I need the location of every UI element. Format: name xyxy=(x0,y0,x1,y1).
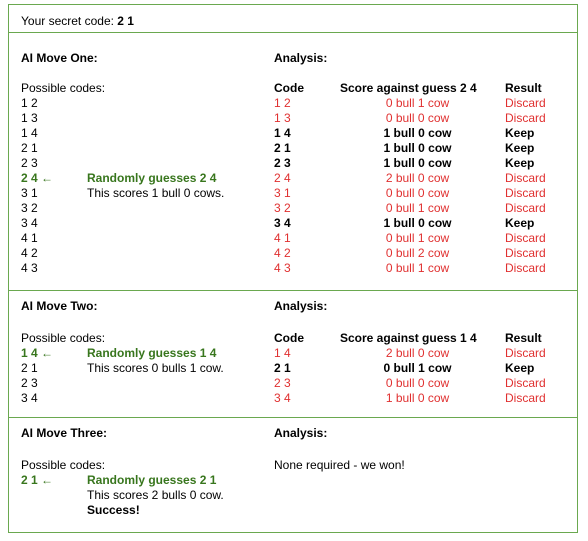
possible-code: 1 2 xyxy=(21,96,38,110)
secret-code-value: 2 1 xyxy=(117,14,134,28)
move-three-guess-note: Randomly guesses 2 1 xyxy=(87,473,217,487)
analysis-score: 1 bull 0 cow xyxy=(385,391,450,405)
analysis-score: 0 bull 2 cow xyxy=(385,246,450,260)
possible-code: 4 2 xyxy=(21,246,38,260)
possible-code: 1 4 xyxy=(21,126,38,140)
move-one-code-header: Code xyxy=(274,81,304,95)
analysis-code: 1 2 xyxy=(274,96,291,110)
move-two-score-header: Score against guess 1 4 xyxy=(340,331,477,345)
analysis-code: 3 4 xyxy=(274,391,291,405)
possible-code: 1 3 xyxy=(21,111,38,125)
analysis-score: 0 bull 0 cow xyxy=(385,111,450,125)
move-three-title: AI Move Three: xyxy=(21,426,108,440)
possible-code: 4 3 xyxy=(21,261,38,275)
analysis-code: 4 1 xyxy=(274,231,291,245)
game-log-panel: Your secret code: 2 1 AI Move One: Analy… xyxy=(8,4,578,533)
analysis-result: Discard xyxy=(505,246,546,260)
possible-code: 2 1 xyxy=(21,361,38,375)
analysis-result: Discard xyxy=(505,111,546,125)
move-one-section: AI Move One: Analysis: Possible codes: C… xyxy=(9,32,577,291)
analysis-score: 1 bull 0 cow xyxy=(383,156,452,170)
analysis-score: 1 bull 0 cow xyxy=(383,141,452,155)
analysis-score: 0 bull 1 cow xyxy=(385,96,450,110)
secret-code-line: Your secret code: 2 1 xyxy=(21,14,134,29)
possible-code: 1 4 ← xyxy=(21,346,54,360)
analysis-score: 0 bull 0 cow xyxy=(385,186,450,200)
analysis-result: Discard xyxy=(505,376,546,390)
analysis-result: Keep xyxy=(505,156,535,170)
analysis-score: 1 bull 0 cow xyxy=(383,126,452,140)
move-three-analysis-title: Analysis: xyxy=(274,426,328,440)
move-two-analysis-title: Analysis: xyxy=(274,299,328,313)
move-two-section: AI Move Two: Analysis: Possible codes: C… xyxy=(9,290,577,418)
possible-code: 4 1 xyxy=(21,231,38,245)
move-three-possible-label: Possible codes: xyxy=(21,458,106,472)
analysis-result: Keep xyxy=(505,126,535,140)
analysis-result: Discard xyxy=(505,391,546,405)
move-three-score-note: This scores 2 bulls 0 cow. xyxy=(87,488,224,502)
move-three-guess-code: 2 1 ← xyxy=(21,473,54,487)
analysis-score: 2 bull 0 cow xyxy=(385,346,450,360)
possible-code: 2 3 xyxy=(21,376,38,390)
move-one-score-note: This scores 1 bull 0 cows. xyxy=(87,186,225,200)
analysis-code: 1 4 xyxy=(274,346,291,360)
analysis-score: 0 bull 1 cow xyxy=(385,231,450,245)
analysis-code: 4 2 xyxy=(274,246,291,260)
analysis-code: 2 1 xyxy=(274,141,291,155)
move-three-success: Success! xyxy=(87,503,140,517)
analysis-code: 2 1 xyxy=(274,361,291,375)
analysis-result: Discard xyxy=(505,201,546,215)
analysis-code: 2 4 xyxy=(274,171,291,185)
analysis-score: 2 bull 0 cow xyxy=(385,171,450,185)
analysis-result: Discard xyxy=(505,96,546,110)
analysis-result: Keep xyxy=(505,361,535,375)
move-two-title: AI Move Two: xyxy=(21,299,98,313)
secret-code-label: Your secret code: xyxy=(21,14,114,28)
analysis-code: 3 2 xyxy=(274,201,291,215)
analysis-code: 1 4 xyxy=(274,126,291,140)
analysis-score: 0 bull 0 cow xyxy=(385,376,450,390)
possible-code: 3 4 xyxy=(21,216,38,230)
analysis-code: 3 1 xyxy=(274,186,291,200)
analysis-score: 0 bull 1 cow xyxy=(383,361,452,375)
analysis-result: Keep xyxy=(505,216,535,230)
analysis-result: Keep xyxy=(505,141,535,155)
analysis-score: 0 bull 1 cow xyxy=(385,261,450,275)
analysis-code: 3 4 xyxy=(274,216,291,230)
analysis-code: 2 3 xyxy=(274,376,291,390)
move-one-score-header: Score against guess 2 4 xyxy=(340,81,477,95)
move-one-result-header: Result xyxy=(505,81,542,95)
possible-code: 3 1 xyxy=(21,186,38,200)
move-three-analysis-text: None required - we won! xyxy=(274,458,405,472)
analysis-score: 1 bull 0 cow xyxy=(383,216,452,230)
possible-code: 2 1 xyxy=(21,141,38,155)
move-two-result-header: Result xyxy=(505,331,542,345)
move-one-guess-note: Randomly guesses 2 4 xyxy=(87,171,217,185)
move-one-title: AI Move One: xyxy=(21,51,98,65)
possible-code: 2 4 ← xyxy=(21,171,54,185)
move-two-possible-label: Possible codes: xyxy=(21,331,106,345)
possible-code: 3 2 xyxy=(21,201,38,215)
move-three-section: AI Move Three: Analysis: Possible codes:… xyxy=(9,417,577,533)
analysis-result: Discard xyxy=(505,261,546,275)
analysis-result: Discard xyxy=(505,231,546,245)
analysis-code: 2 3 xyxy=(274,156,291,170)
move-two-code-header: Code xyxy=(274,331,304,345)
move-two-guess-note: Randomly guesses 1 4 xyxy=(87,346,217,360)
move-one-possible-label: Possible codes: xyxy=(21,81,106,95)
possible-code: 3 4 xyxy=(21,391,38,405)
analysis-result: Discard xyxy=(505,171,546,185)
analysis-result: Discard xyxy=(505,186,546,200)
analysis-code: 4 3 xyxy=(274,261,291,275)
analysis-result: Discard xyxy=(505,346,546,360)
move-one-analysis-title: Analysis: xyxy=(274,51,328,65)
move-two-score-note: This scores 0 bulls 1 cow. xyxy=(87,361,224,375)
possible-code: 2 3 xyxy=(21,156,38,170)
analysis-code: 1 3 xyxy=(274,111,291,125)
analysis-score: 0 bull 1 cow xyxy=(385,201,450,215)
